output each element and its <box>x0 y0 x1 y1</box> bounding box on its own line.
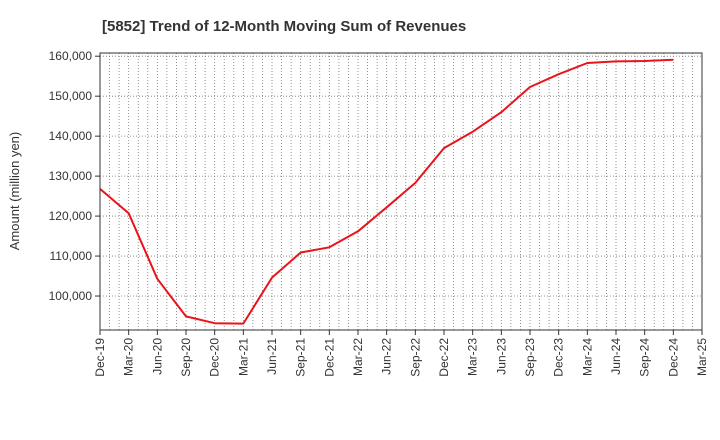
plot-frame <box>99 52 703 331</box>
x-tick-label: Jun-21 <box>265 338 279 375</box>
y-axis-label: Amount (million yen) <box>7 132 22 251</box>
x-tick-label: Sep-20 <box>179 338 193 377</box>
x-tick-label: Mar-21 <box>236 338 250 376</box>
chart-title: [5852] Trend of 12-Month Moving Sum of R… <box>102 18 466 35</box>
y-tick-label: 110,000 <box>50 249 93 263</box>
series-line <box>99 58 674 325</box>
x-tick-label: Mar-22 <box>351 338 365 376</box>
x-tick-label: Sep-24 <box>638 338 652 377</box>
x-tick-label: Dec-19 <box>93 338 107 377</box>
x-tick-labels: Dec-19 Mar-20 Jun-20 Sep-20 Dec-20 Mar-21 Jun-… <box>93 330 709 377</box>
x-tick-label: Dec-24 <box>666 338 680 377</box>
y-tick-labels: 100,000 110,000 120,000 130,000 140,000 150,0… <box>49 49 100 303</box>
x-tick-label: Dec-22 <box>437 338 451 377</box>
y-tick-label: 100,000 <box>49 289 93 303</box>
y-tick-label: 150,000 <box>49 89 93 103</box>
x-tick-label: Sep-22 <box>408 338 422 377</box>
x-tick-label: Mar-20 <box>122 338 136 376</box>
series-group <box>99 58 674 325</box>
x-tick-label: Mar-25 <box>695 338 709 376</box>
grid <box>100 53 702 330</box>
x-tick-label: Sep-21 <box>294 338 308 377</box>
x-tick-label: Jun-23 <box>494 338 508 375</box>
x-tick-label: Dec-21 <box>322 338 336 377</box>
x-tick-label: Dec-23 <box>552 338 566 377</box>
x-tick-label: Jun-20 <box>150 338 164 375</box>
x-tick-label: Dec-20 <box>208 338 222 377</box>
x-tick-label: Mar-23 <box>466 338 480 376</box>
x-tick-label: Sep-23 <box>523 338 537 377</box>
x-tick-label: Jun-22 <box>380 338 394 375</box>
y-tick-label: 120,000 <box>49 209 93 223</box>
y-tick-label: 130,000 <box>49 169 93 183</box>
x-tick-label: Jun-24 <box>609 338 623 375</box>
y-tick-label: 140,000 <box>49 129 93 143</box>
y-tick-label: 160,000 <box>49 49 93 63</box>
x-tick-label: Mar-24 <box>580 338 594 376</box>
